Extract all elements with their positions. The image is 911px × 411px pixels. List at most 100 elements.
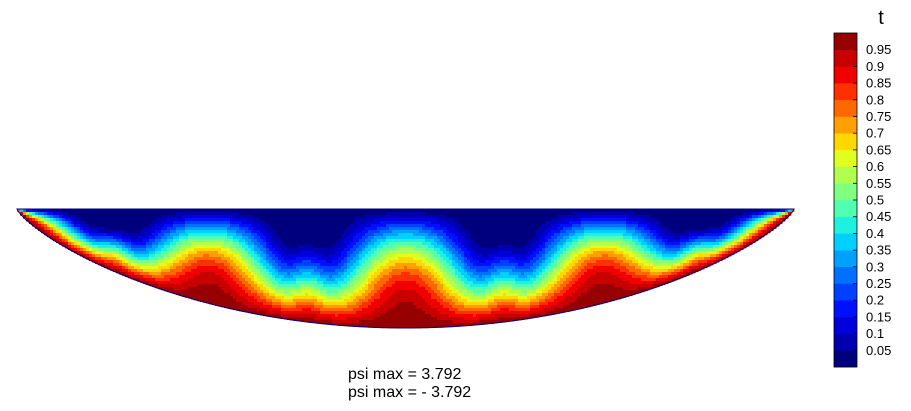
field-cell bbox=[347, 311, 351, 315]
field-cell bbox=[236, 224, 240, 228]
field-cell bbox=[149, 245, 153, 249]
field-cell bbox=[212, 215, 216, 219]
field-cell bbox=[182, 224, 186, 228]
field-cell bbox=[179, 215, 183, 219]
field-cell bbox=[365, 212, 369, 216]
field-cell bbox=[281, 269, 285, 273]
field-cell bbox=[275, 293, 279, 297]
field-cell bbox=[356, 242, 360, 246]
field-cell bbox=[362, 239, 366, 243]
field-cell bbox=[404, 305, 408, 309]
field-cell bbox=[218, 215, 222, 219]
field-cell bbox=[221, 245, 225, 249]
field-cell bbox=[329, 251, 333, 255]
field-cell bbox=[293, 230, 297, 234]
field-cell bbox=[461, 212, 465, 216]
field-cell bbox=[473, 278, 477, 282]
field-cell bbox=[380, 215, 384, 219]
field-cell bbox=[323, 302, 327, 306]
field-cell bbox=[173, 239, 177, 243]
field-cell bbox=[89, 233, 93, 237]
field-cell bbox=[185, 242, 189, 246]
field-cell bbox=[428, 287, 432, 291]
field-cell bbox=[167, 242, 171, 246]
field-cell bbox=[383, 209, 387, 213]
field-cell bbox=[311, 320, 315, 323]
field-cell bbox=[113, 245, 117, 249]
field-cell bbox=[482, 308, 486, 312]
field-cell bbox=[233, 266, 237, 270]
field-cell bbox=[371, 305, 375, 309]
field-cell bbox=[365, 305, 369, 309]
field-cell bbox=[368, 218, 372, 222]
field-cell bbox=[29, 212, 33, 216]
field-cell bbox=[308, 248, 312, 252]
field-cell bbox=[359, 320, 363, 324]
field-cell bbox=[395, 326, 399, 329]
field-cell bbox=[422, 278, 426, 282]
field-cell bbox=[296, 224, 300, 228]
field-cell bbox=[263, 248, 267, 252]
field-cell bbox=[371, 311, 375, 315]
field-cell bbox=[167, 245, 171, 249]
field-cell bbox=[41, 230, 45, 234]
field-cell bbox=[332, 215, 336, 219]
field-cell bbox=[338, 254, 342, 258]
field-cell bbox=[395, 251, 399, 255]
field-cell bbox=[260, 254, 264, 258]
field-cell bbox=[155, 257, 159, 261]
field-cell bbox=[320, 260, 324, 264]
field-cell bbox=[230, 305, 234, 309]
field-cell bbox=[332, 248, 336, 252]
field-cell bbox=[479, 320, 483, 324]
field-cell bbox=[344, 257, 348, 261]
field-cell bbox=[92, 251, 96, 255]
field-cell bbox=[176, 275, 180, 279]
field-cell bbox=[95, 212, 99, 216]
field-cell bbox=[449, 239, 453, 243]
field-cell bbox=[248, 215, 252, 219]
field-cell bbox=[155, 224, 159, 228]
field-cell bbox=[170, 266, 174, 270]
field-cell bbox=[416, 236, 420, 240]
field-cell bbox=[434, 251, 438, 255]
field-cell bbox=[431, 245, 435, 249]
field-cell bbox=[440, 305, 444, 309]
field-cell bbox=[446, 293, 450, 297]
field-cell bbox=[98, 248, 102, 252]
field-cell bbox=[86, 251, 90, 255]
field-cell bbox=[491, 275, 495, 279]
field-cell bbox=[194, 266, 198, 270]
field-cell bbox=[464, 245, 468, 249]
field-cell bbox=[371, 224, 375, 228]
field-cell bbox=[233, 263, 237, 267]
field-cell bbox=[371, 278, 375, 282]
field-cell bbox=[443, 218, 447, 222]
field-cell bbox=[464, 281, 468, 285]
field-cell bbox=[257, 257, 261, 261]
field-cell bbox=[236, 302, 240, 306]
field-cell bbox=[254, 245, 258, 249]
field-cell bbox=[251, 230, 255, 234]
field-cell bbox=[326, 302, 330, 306]
field-cell bbox=[479, 218, 483, 222]
field-cell bbox=[26, 212, 30, 216]
field-cell bbox=[374, 218, 378, 222]
field-cell bbox=[488, 308, 492, 312]
field-cell bbox=[83, 251, 87, 255]
field-cell bbox=[305, 239, 309, 243]
field-cell bbox=[428, 215, 432, 219]
field-cell bbox=[491, 227, 495, 231]
field-cell bbox=[437, 209, 441, 213]
field-cell bbox=[416, 320, 420, 324]
field-cell bbox=[287, 251, 291, 255]
field-cell bbox=[47, 215, 51, 219]
field-cell bbox=[287, 275, 291, 279]
field-cell bbox=[245, 296, 249, 300]
field-cell bbox=[143, 272, 147, 276]
field-cell bbox=[392, 263, 396, 267]
field-cell bbox=[398, 260, 402, 264]
field-cell bbox=[401, 260, 405, 264]
field-cell bbox=[320, 236, 324, 240]
field-cell bbox=[302, 236, 306, 240]
